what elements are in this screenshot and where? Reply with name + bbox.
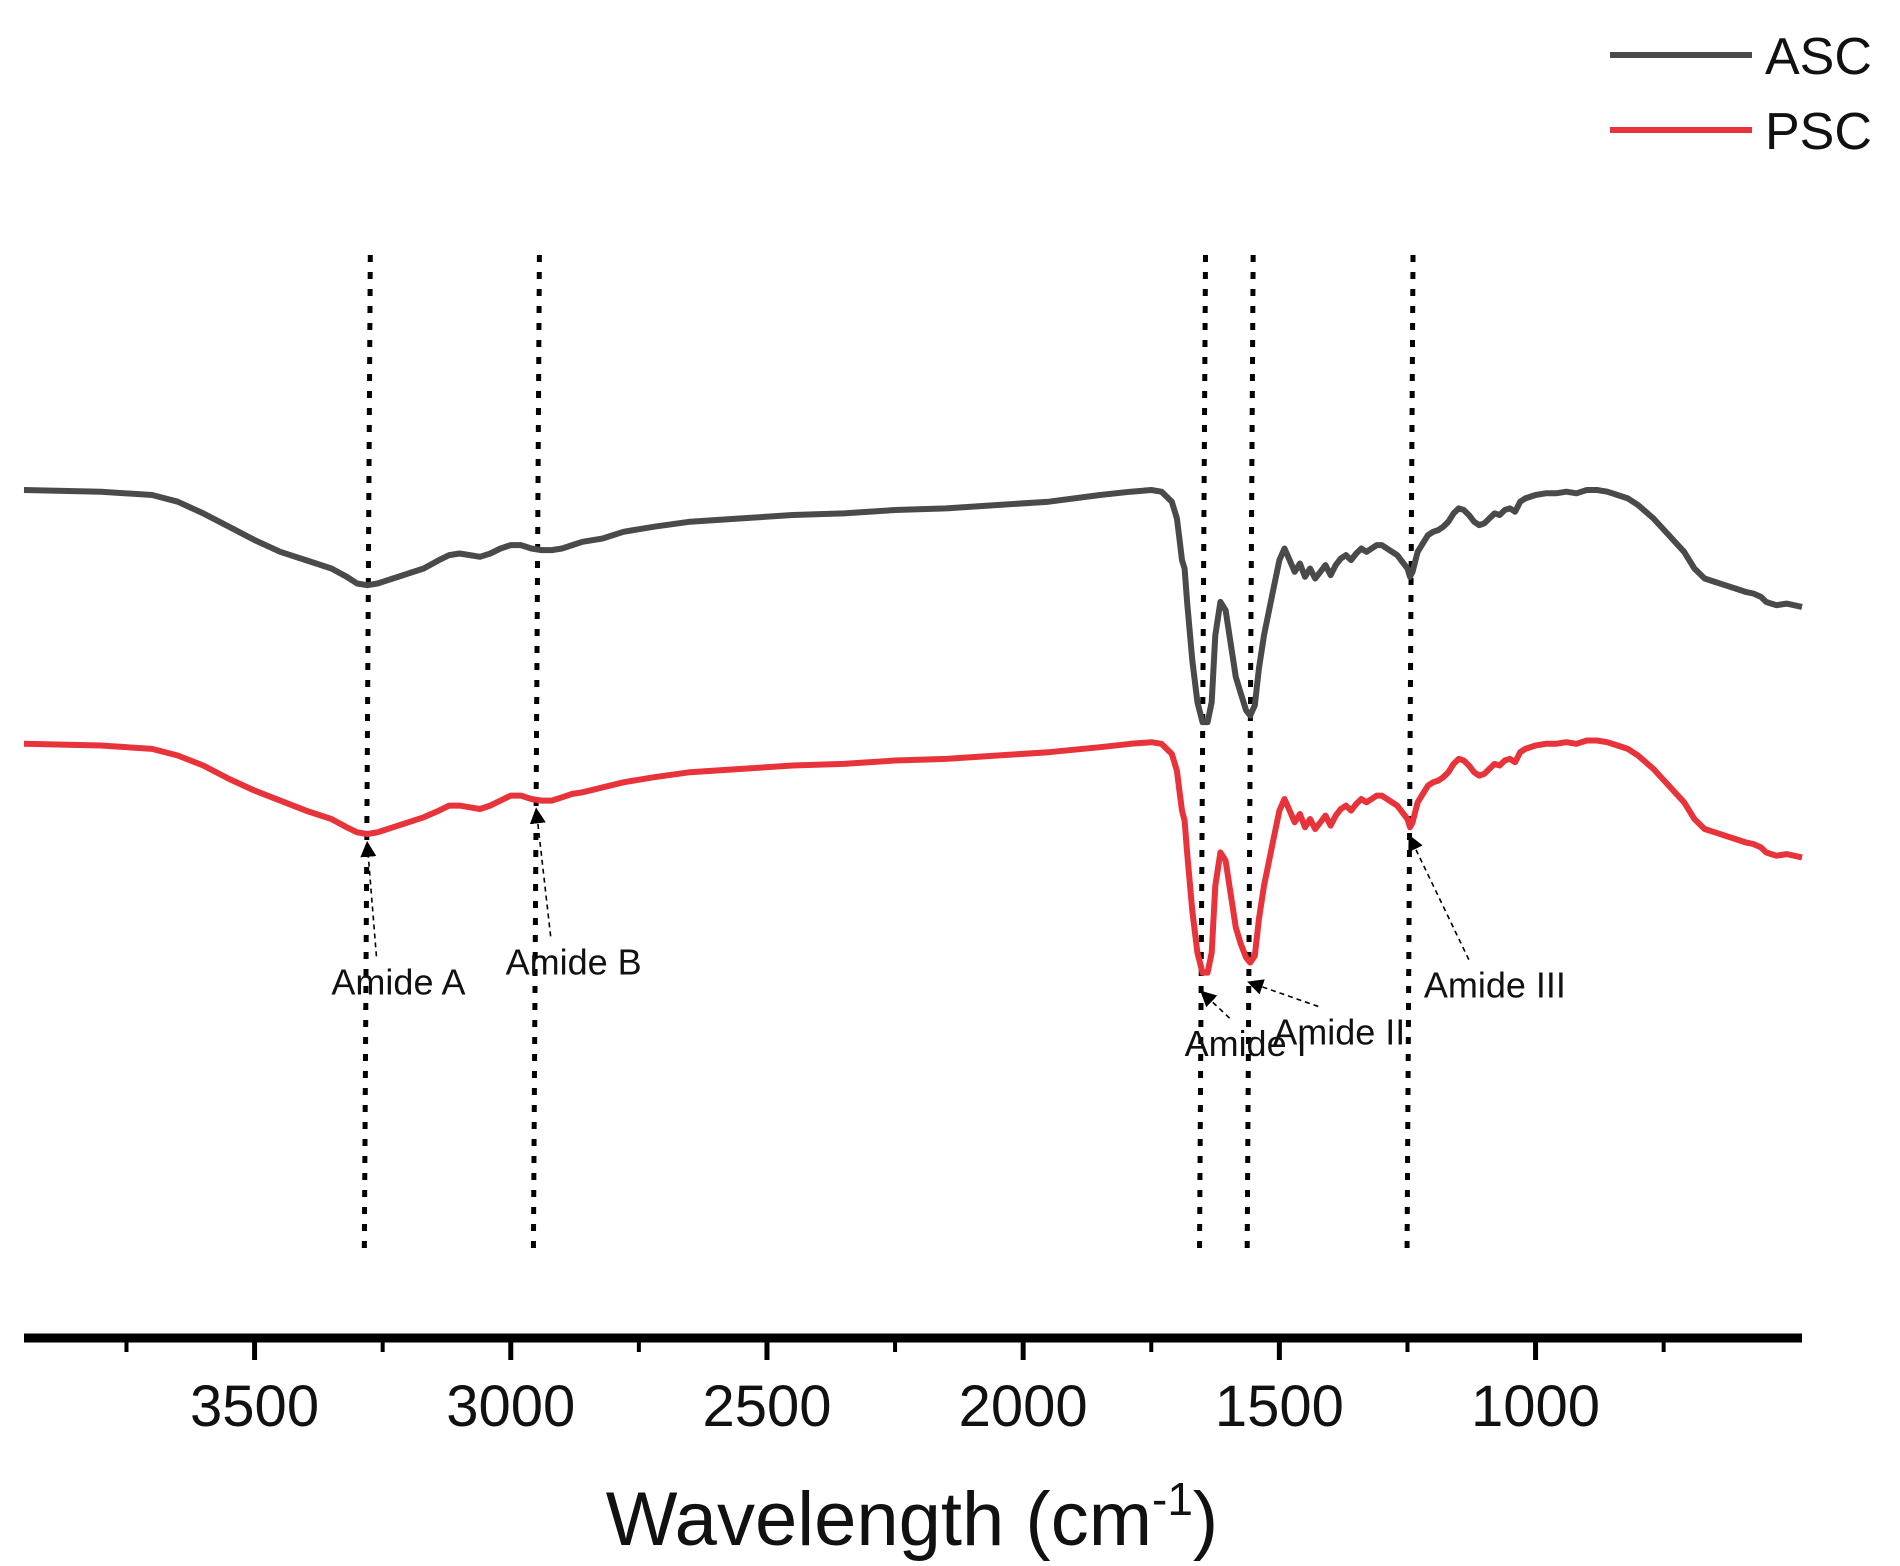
annotation-arrow-amide-a <box>360 840 378 957</box>
reference-line-2950 <box>530 254 542 1256</box>
x-axis-title-superscript: -1 <box>1152 1473 1193 1525</box>
x-tick-label-3000: 3000 <box>446 1374 575 1439</box>
annotation-label-amide-b: Amide B <box>506 941 642 982</box>
annotation-arrow-amide-iii <box>1408 834 1470 961</box>
annotation-label-amide-iii: Amide III <box>1424 965 1566 1006</box>
series-line-asc <box>23 487 1803 726</box>
x-tick-label-3500: 3500 <box>190 1374 319 1439</box>
x-tick-label-1000: 1000 <box>1471 1374 1600 1439</box>
x-tick-label-2000: 2000 <box>959 1374 1088 1439</box>
x-axis-title-suffix: ) <box>1193 1477 1218 1562</box>
annotation-arrow-amide-i <box>1200 990 1231 1019</box>
legend-label-psc: PSC <box>1765 103 1872 161</box>
x-tick-label-2500: 2500 <box>702 1374 831 1439</box>
annotation-label-amide-ii: Amide II <box>1273 1011 1405 1052</box>
reference-line-1557 <box>1244 254 1256 1256</box>
annotation-arrow-amide-b <box>529 807 552 937</box>
x-axis: 3500 3000 2500 2000 1500 1000 <box>24 1333 1802 1439</box>
reference-lines <box>361 254 1416 1256</box>
series-line-psc <box>23 737 1803 976</box>
reference-line-3280 <box>361 254 373 1256</box>
legend: ASC PSC <box>1610 28 1872 161</box>
series-layer <box>23 487 1803 976</box>
annotation-arrow-amide-ii <box>1247 979 1319 1008</box>
legend-label-asc: ASC <box>1765 28 1872 86</box>
annotation-label-amide-a: Amide A <box>331 961 465 1002</box>
reference-line-1245 <box>1404 254 1416 1256</box>
x-axis-title-main: Wavelength (cm <box>606 1477 1152 1562</box>
x-tick-label-1500: 1500 <box>1215 1374 1344 1439</box>
reference-line-1650 <box>1197 254 1209 1256</box>
x-axis-title: Wavelength (cm-1) <box>606 1473 1218 1562</box>
annotation-label-amide-i: Amide I <box>1185 1023 1307 1064</box>
